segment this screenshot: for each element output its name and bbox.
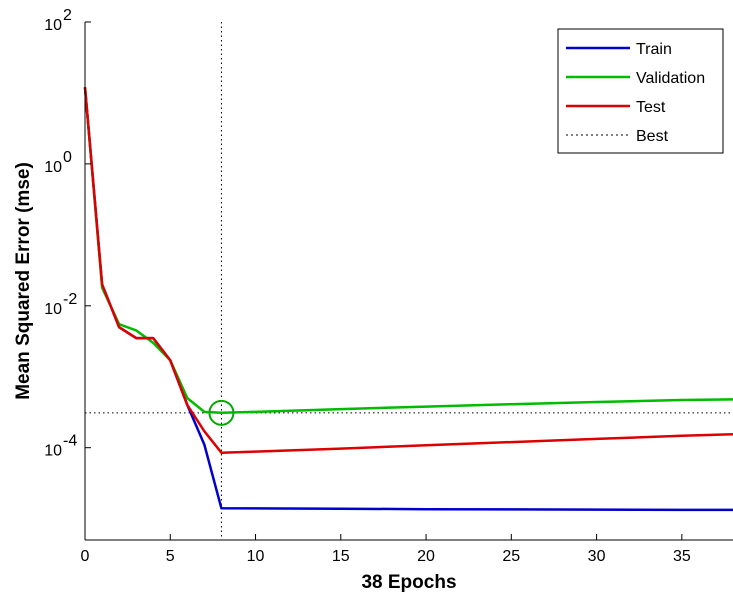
x-tick-label: 15 <box>332 548 350 565</box>
legend-label-validation: Validation <box>636 70 705 87</box>
x-tick-label: 5 <box>166 548 175 565</box>
y-tick-label: 10 <box>44 301 62 318</box>
x-tick-label: 25 <box>502 548 520 565</box>
series-line-validation <box>83 87 733 415</box>
x-tick-label: 35 <box>673 548 691 565</box>
x-tick-label: 10 <box>247 548 265 565</box>
axes <box>84 22 733 541</box>
x-tick-label: 0 <box>81 548 90 565</box>
y-tick-label: 10 <box>44 443 62 460</box>
y-tick-exponent: -2 <box>63 291 77 308</box>
x-tick-label: 20 <box>417 548 435 565</box>
y-tick-exponent: 0 <box>63 149 72 166</box>
legend-label-test: Test <box>636 99 666 116</box>
legend-label-best: Best <box>636 128 669 145</box>
legend-box <box>557 28 724 154</box>
y-tick-label: 10 <box>44 159 62 176</box>
legend: Train Validation Test Best <box>557 28 724 154</box>
x-axis-title: 38 Epochs <box>361 572 456 593</box>
x-ticks: 0 5 10 15 20 25 30 35 <box>81 534 691 565</box>
y-tick-exponent: 2 <box>63 7 72 24</box>
x-tick-label: 30 <box>588 548 606 565</box>
best-marker-layer <box>208 399 235 426</box>
y-tick-label: 10 <box>44 17 62 34</box>
legend-label-train: Train <box>636 41 672 58</box>
y-tick-exponent: -4 <box>63 433 77 450</box>
best-marker-circle <box>208 399 235 426</box>
series-line-test <box>83 87 733 454</box>
y-axis-title: Mean Squared Error (mse) <box>13 162 34 400</box>
series-lines <box>83 87 733 512</box>
